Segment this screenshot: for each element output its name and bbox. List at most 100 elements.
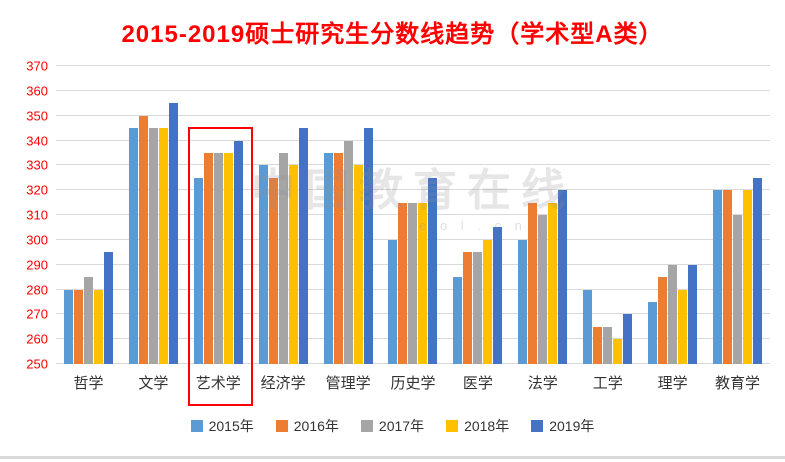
bar-series4-cat5	[428, 177, 438, 364]
legend-item-4: 2019年	[531, 416, 594, 436]
bar-series2-cat3	[278, 152, 288, 364]
bar-series3-cat6	[483, 239, 493, 364]
y-tick-label: 340	[26, 133, 48, 148]
chart-body: 250 260 270 280 290 300 310 320 330 340 350 360 370 …	[14, 60, 770, 406]
x-tick-label-8: 工学	[592, 375, 623, 392]
bar-series2-cat5	[408, 202, 418, 364]
bar-group-2	[186, 66, 251, 364]
bar-series2-cat10	[733, 215, 743, 364]
gridline	[56, 189, 770, 191]
legend-label: 2015年	[208, 418, 254, 434]
gridline	[56, 65, 770, 66]
bar-series0-cat4	[323, 152, 333, 364]
y-tick-label: 350	[26, 108, 48, 124]
bar-group-6	[445, 66, 510, 364]
y-tick-label: 360	[26, 83, 48, 99]
bar-series2-cat7	[538, 215, 548, 364]
x-tick-label-7: 法学	[527, 375, 558, 392]
bar-series0-cat1	[128, 128, 138, 364]
y-axis: 250 260 270 280 290 300 310 320 330 340 350 360 370	[14, 60, 56, 371]
bar-series1-cat8	[593, 326, 603, 364]
chart-title: 2015-2019硕士研究生分数线趋势（学术型A类）	[121, 21, 664, 48]
gridline	[56, 139, 770, 141]
bar-group-10	[705, 66, 770, 364]
bar-series3-cat10	[743, 190, 753, 364]
bar-group-8	[575, 66, 640, 364]
bar-group-4	[316, 66, 381, 364]
y-tick-label: 270	[26, 306, 48, 322]
gridline	[56, 114, 770, 116]
y-tick-label: 370	[26, 58, 48, 74]
bar-series4-cat8	[623, 314, 633, 364]
x-tick-label-4: 管理学	[325, 375, 371, 392]
bar-series2-cat6	[473, 252, 483, 364]
bar-series2-cat8	[603, 326, 613, 364]
x-tick-label-9: 理学	[657, 375, 688, 392]
bar-series0-cat6	[453, 277, 463, 364]
bar-series0-cat9	[648, 301, 658, 364]
legend-swatch	[446, 420, 459, 432]
bar-series1-cat2	[203, 152, 213, 364]
bar-series3-cat8	[613, 339, 623, 364]
bar-series3-cat9	[678, 289, 688, 364]
legend-label: 2016年	[293, 418, 339, 434]
bar-series1-cat6	[463, 252, 473, 364]
bar-series1-cat1	[138, 115, 148, 364]
gridline	[56, 164, 770, 166]
legend: 2015年 2016年 2017年 2018年 2019年	[0, 416, 785, 436]
bar-group-5	[381, 66, 446, 364]
x-tick-label-5: 历史学	[390, 375, 436, 392]
bar-group-1	[121, 66, 186, 364]
x-tick-label-0: 哲学	[73, 375, 104, 392]
bar-group-3	[251, 66, 316, 364]
bar-series1-cat7	[528, 202, 538, 364]
bar-series0-cat7	[518, 239, 528, 364]
plot-area: 中国教育在线 e o l . c n	[56, 65, 770, 364]
bottom-divider	[0, 456, 785, 459]
bars-layer	[56, 66, 770, 364]
bar-series0-cat5	[388, 239, 398, 364]
legend-item-3: 2018年	[446, 416, 509, 436]
bar-series1-cat4	[333, 152, 343, 364]
y-tick-label: 330	[26, 157, 48, 173]
x-tick-label-6: 医学	[462, 375, 493, 392]
bar-group-7	[510, 66, 575, 364]
y-tick-label: 290	[26, 257, 48, 273]
bar-series1-cat10	[723, 190, 733, 364]
bar-series4-cat9	[688, 264, 698, 364]
bar-series1-cat0	[73, 289, 83, 364]
x-tick-label-1: 文学	[138, 375, 169, 392]
bar-series3-cat3	[288, 165, 298, 364]
bar-series3-cat2	[223, 152, 233, 364]
bar-series4-cat7	[558, 190, 568, 364]
y-tick-label: 310	[26, 207, 48, 223]
bar-series4-cat2	[233, 140, 243, 364]
gridline	[56, 89, 770, 91]
legend-swatch	[275, 420, 288, 432]
legend-item-1: 2016年	[275, 416, 339, 436]
bar-series0-cat10	[713, 190, 723, 364]
x-axis: 哲学 文学 艺术学 经济学 管理学 历史学 医学 法学 工学 理学 教育学	[56, 364, 770, 400]
legend-item-0: 2015年	[190, 416, 254, 436]
y-tick-label: 260	[26, 331, 48, 347]
bar-series3-cat5	[418, 202, 428, 364]
legend-swatch	[531, 420, 544, 432]
legend-label: 2019年	[549, 418, 595, 434]
bar-series0-cat2	[193, 177, 203, 364]
bar-series2-cat4	[343, 140, 353, 364]
bar-series0-cat0	[63, 289, 73, 364]
x-tick-label-10: 教育学	[715, 375, 761, 392]
bar-series3-cat4	[353, 165, 363, 364]
bar-series0-cat8	[583, 289, 593, 364]
bar-series2-cat0	[83, 277, 93, 364]
bar-series1-cat5	[398, 202, 408, 364]
bar-series4-cat1	[168, 103, 178, 364]
bar-series2-cat1	[148, 128, 158, 364]
y-tick-label: 280	[26, 282, 48, 297]
legend-swatch	[190, 420, 203, 432]
bar-series4-cat0	[103, 252, 113, 364]
bar-series4-cat3	[298, 128, 308, 364]
bar-series2-cat2	[213, 152, 223, 364]
bar-group-0	[56, 66, 121, 364]
